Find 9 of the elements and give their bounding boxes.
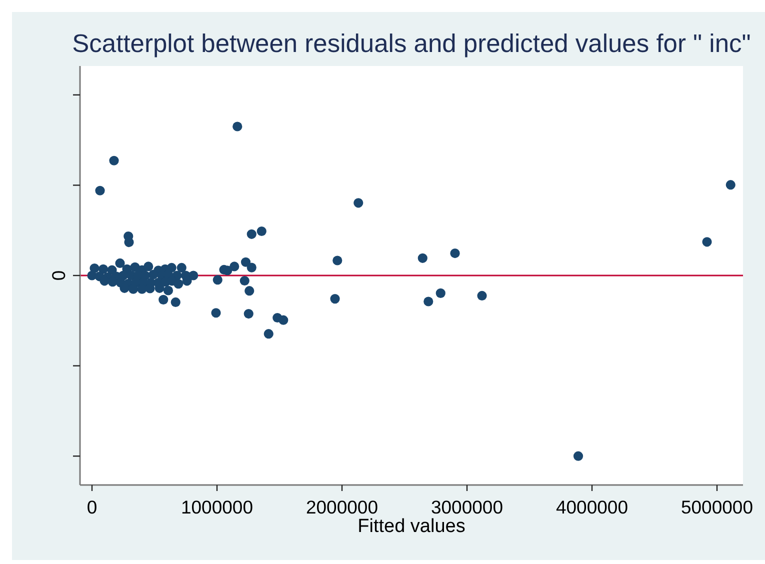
text: 0 — [48, 270, 69, 281]
x-tick-label: 5000000 — [680, 496, 754, 518]
x-tick-label: 3000000 — [430, 496, 504, 518]
x-tick-label: 2000000 — [306, 496, 378, 518]
x-tick-label: 4000000 — [556, 496, 628, 518]
chart-title: Scatterplot between residuals and predicted values for " inc" — [72, 30, 751, 58]
x-tick-label: 1000000 — [180, 496, 254, 518]
x-axis-title: Fitted values — [358, 516, 466, 537]
x-tick-label: 0 — [86, 496, 98, 518]
